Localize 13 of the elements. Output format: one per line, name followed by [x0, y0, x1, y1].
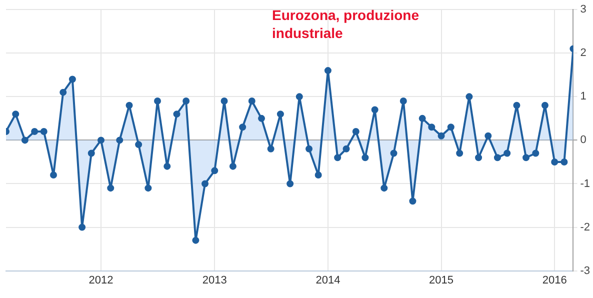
y-tick-label: 0: [580, 134, 586, 146]
text: Eurozona, produzione industriale: [272, 6, 420, 42]
x-tick-label: 2014: [316, 274, 340, 286]
x-tick-label: 2012: [88, 274, 114, 286]
y-tick-label: -2: [580, 221, 590, 234]
y-tick-label: 3: [580, 4, 586, 16]
y-tick-label: 1: [580, 90, 586, 103]
y-tick-label: 2: [580, 47, 586, 60]
x-tick-label: 2015: [429, 274, 454, 286]
x-tick-label: 2016: [542, 274, 567, 286]
y-tick-label: -3: [580, 264, 590, 277]
y-tick-label: -1: [580, 178, 590, 190]
x-tick-label: 2013: [202, 274, 227, 286]
